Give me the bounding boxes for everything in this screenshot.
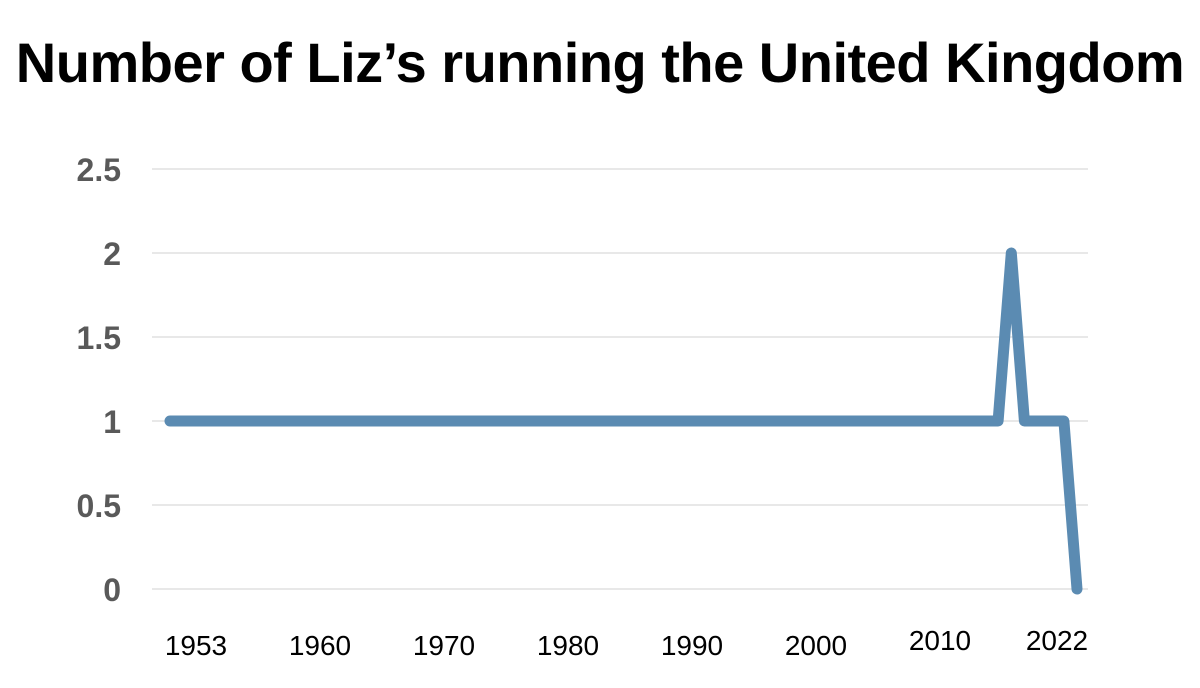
x-tick-label: 2022 [1026, 625, 1088, 656]
x-tick-label: 1960 [289, 630, 351, 661]
chart-title: Number of Liz’s running the United Kingd… [15, 31, 1185, 94]
x-tick-label: 1980 [537, 630, 599, 661]
y-tick-label: 0 [103, 572, 121, 608]
x-tick-label: 1970 [413, 630, 475, 661]
gridlines [152, 168, 1088, 590]
series-line-0 [164, 247, 1083, 595]
series-group [164, 247, 1083, 595]
y-tick-label: 2 [103, 236, 121, 272]
y-tick-label: 2.5 [77, 152, 121, 188]
x-tick-label: 2010 [909, 625, 971, 656]
y-tick-label: 1.5 [77, 320, 121, 356]
y-tick-label: 0.5 [77, 488, 121, 524]
x-tick-label: 2000 [785, 630, 847, 661]
y-tick-label: 1 [103, 404, 121, 440]
x-tick-label: 1990 [661, 630, 723, 661]
x-tick-label: 1953 [165, 630, 227, 661]
y-axis-ticks: 0 0.5 1 1.5 2 2.5 [77, 152, 121, 608]
x-axis-ticks: 1953 1960 1970 1980 1990 2000 2010 2022 [165, 625, 1088, 661]
